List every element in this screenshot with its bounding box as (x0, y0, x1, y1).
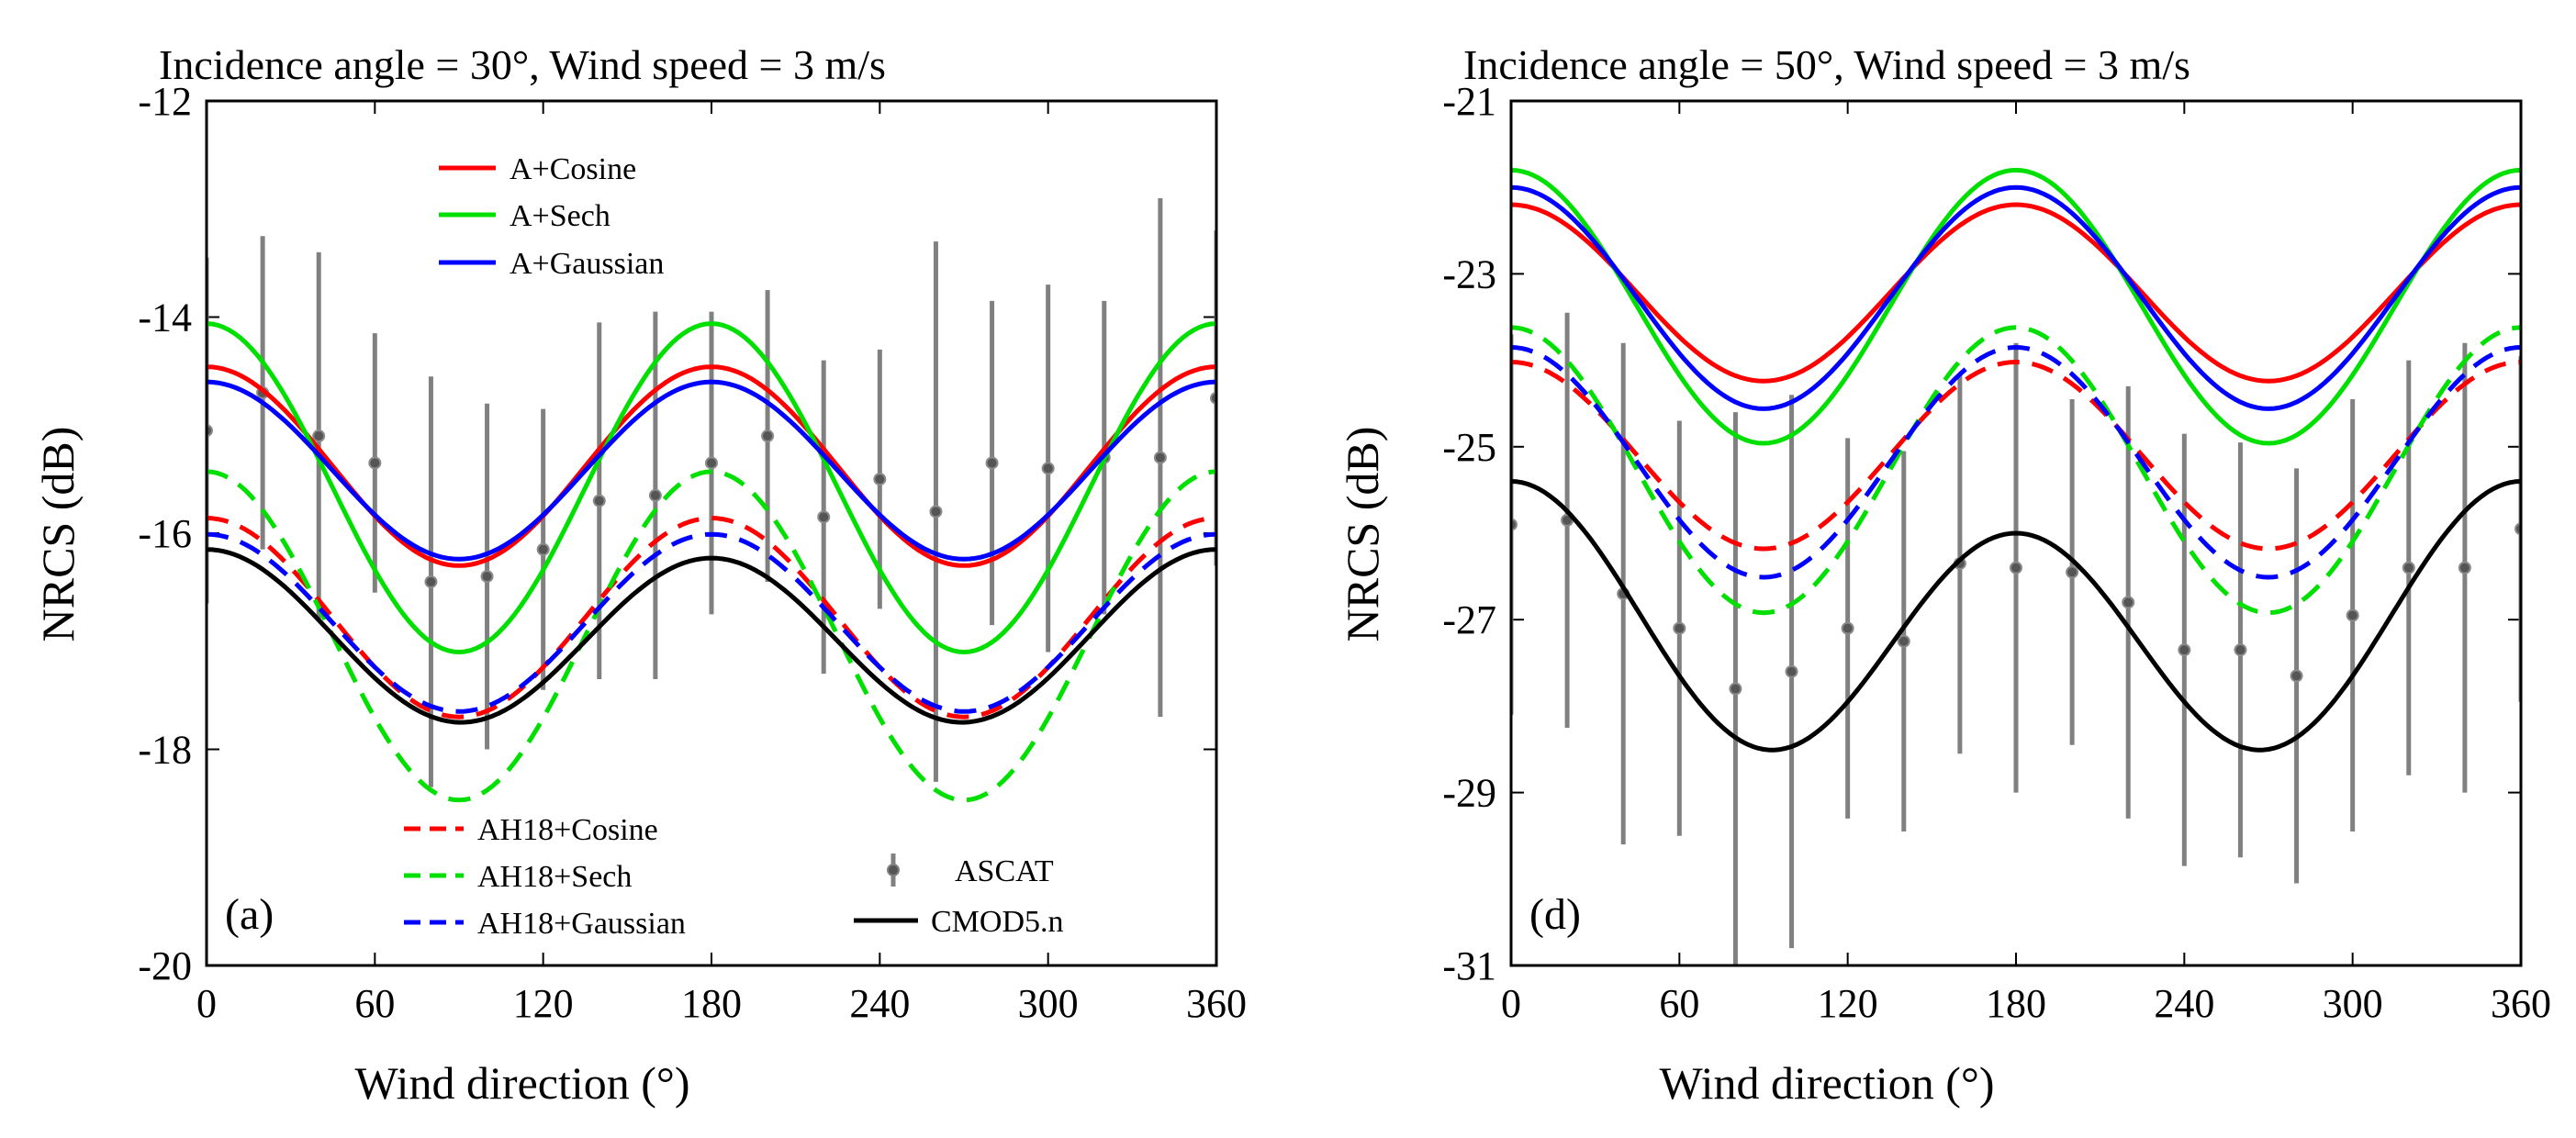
series-line-a-cosine (1511, 202, 2521, 384)
ascat-point (648, 488, 662, 502)
y-tick-label: -21 (1442, 79, 1496, 124)
ascat-point (2178, 643, 2191, 657)
ascat-point (592, 494, 606, 508)
ascat-point (368, 456, 382, 470)
series-line-ah18-cosine (1511, 360, 2521, 552)
y-tick-label: -20 (138, 943, 192, 988)
x-tick-label: 300 (2323, 981, 2383, 1026)
ascat-point (312, 430, 326, 443)
ascat-point (817, 510, 831, 524)
series-line-ah18-sech (207, 469, 1216, 803)
series-line-a-gaussian (1511, 184, 2521, 411)
ascat-point (985, 456, 999, 470)
legend-label-a-sech: A+Sech (510, 199, 610, 233)
legend-swatch-ascat-marker (887, 864, 900, 876)
ascat-point (873, 473, 887, 486)
x-tick-label: 360 (1186, 981, 1247, 1026)
y-tick-label: -25 (1442, 425, 1496, 470)
axes-frame (205, 99, 1218, 967)
legend-lower: AH18+Cosine AH18+Sech AH18+Gaussian ASCA… (404, 813, 1064, 941)
x-tick-label: 60 (1659, 981, 1699, 1026)
chart-title: Incidence angle = 30°, Wind speed = 3 m/… (159, 41, 886, 88)
legend-label-cmod5n: CMOD5.n (931, 905, 1064, 939)
legend-label-ah18-gaussian: AH18+Gaussian (477, 907, 686, 941)
ascat-point (2234, 643, 2247, 657)
y-tick-label: -23 (1442, 251, 1496, 296)
panel-label: (a) (225, 890, 274, 939)
ascat-point (2290, 669, 2303, 683)
plot-area (207, 197, 1216, 803)
tick-labels: 0 60 120 180 240 300 360 -31 -29 -27 -25 -23 -21 (1442, 79, 2551, 1026)
series-line-cmod5-n (1511, 479, 2521, 753)
x-tick-label: 240 (849, 981, 910, 1026)
x-tick-label: 240 (2154, 981, 2214, 1026)
ascat-point (424, 575, 438, 588)
ascat-point (1841, 621, 1854, 635)
y-tick-label: -14 (138, 296, 192, 340)
x-tick-label: 180 (1986, 981, 2046, 1026)
x-tick-label: 120 (513, 981, 574, 1026)
x-tick-label: 300 (1018, 981, 1079, 1026)
series-line-cmod5-n (207, 547, 1216, 725)
ascat-point (705, 456, 718, 470)
chart-title: Incidence angle = 50°, Wind speed = 3 m/… (1463, 41, 2190, 88)
ascat-point (2458, 561, 2471, 575)
x-tick-label: 120 (1818, 981, 1878, 1026)
legend-label-ah18-cosine: AH18+Cosine (477, 813, 658, 847)
ascat-point (1153, 451, 1167, 464)
ascat-point (2402, 561, 2415, 575)
ascat-point (2122, 596, 2135, 609)
y-tick-label: -31 (1442, 943, 1496, 988)
x-axis-label: Wind direction (°) (354, 1057, 689, 1109)
series-line-a-sech (1511, 167, 2521, 446)
y-axis-label: NRCS (dB) (32, 427, 84, 642)
x-tick-label: 0 (196, 981, 217, 1026)
legend-label-a-gaussian: A+Gaussian (510, 247, 664, 281)
legend-label-ah18-sech: AH18+Sech (477, 860, 632, 894)
chart-panel-d: Incidence angle = 50°, Wind speed = 3 m/… (1337, 41, 2551, 1109)
series-line-a-sech (207, 321, 1216, 654)
y-tick-label: -29 (1442, 771, 1496, 816)
series-line-ah18-gaussian (207, 531, 1216, 714)
plot-clip-group (207, 197, 1216, 803)
y-tick-label: -12 (138, 79, 192, 124)
ascat-point (1673, 621, 1686, 635)
y-tick-label: -27 (1442, 597, 1496, 642)
tick-labels: 0 60 120 180 240 300 360 -20 -18 -16 -14 -12 (138, 79, 1247, 1026)
plot-clip-group (1511, 167, 2521, 965)
series-line-ah18-sech (1511, 325, 2521, 616)
legend-upper: A+Cosine A+Sech A+Gaussian (439, 152, 664, 281)
series-line-ah18-gaussian (1511, 345, 2521, 580)
ascat-point (480, 570, 494, 584)
y-tick-label: -18 (138, 728, 192, 773)
chart-panel-a: Incidence angle = 30°, Wind speed = 3 m/… (32, 41, 1247, 1109)
ascat-point (1041, 462, 1055, 475)
ascat-point (761, 430, 775, 443)
ascat-point (1729, 682, 1742, 696)
y-axis-label: NRCS (dB) (1337, 427, 1388, 642)
y-tick-label: -16 (138, 511, 192, 556)
legend-label-ascat: ASCAT (955, 854, 1054, 888)
axes-frame (1509, 99, 2523, 967)
legend-label-a-cosine: A+Cosine (510, 152, 636, 186)
x-tick-label: 360 (2491, 981, 2551, 1026)
ascat-point (929, 505, 943, 519)
ascat-point (536, 542, 550, 556)
ascat-point (1785, 664, 1798, 678)
ascat-point (2010, 561, 2022, 575)
panel-label: (d) (1529, 890, 1581, 939)
x-tick-label: 0 (1501, 981, 1521, 1026)
x-tick-label: 180 (681, 981, 742, 1026)
plot-area (1511, 167, 2521, 965)
ascat-point (2346, 608, 2359, 622)
x-tick-label: 60 (354, 981, 395, 1026)
x-axis-label: Wind direction (°) (1659, 1057, 1994, 1109)
ascat-point (2066, 565, 2079, 579)
series-line-a-gaussian (207, 379, 1216, 562)
ascat-point (1897, 634, 1910, 648)
